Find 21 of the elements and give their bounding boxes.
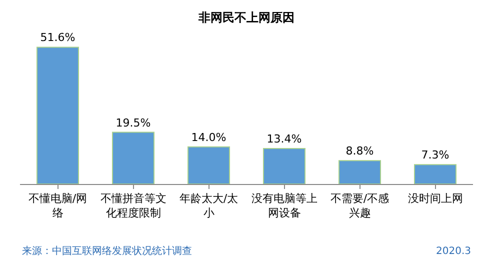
bar [112, 132, 155, 184]
x-tick-label: 年龄太大/太小 [179, 192, 238, 220]
chart-title: 非网民不上网原因 [198, 10, 294, 25]
bar [338, 160, 382, 184]
data-label: 14.0% [191, 130, 226, 144]
bar [187, 146, 230, 184]
x-tick-label: 不懂电脑/网络 [28, 192, 88, 220]
x-tick-label: 不懂拼音等文化程度限制 [100, 192, 166, 220]
data-label: 7.3% [421, 148, 450, 162]
bar [262, 148, 306, 184]
bar [414, 164, 457, 184]
bar [36, 46, 80, 184]
source-note: 来源：中国互联网络发展状况统计调查 [22, 245, 192, 257]
x-tick-label: 不需要/不感兴趣 [330, 192, 390, 220]
x-tick-label: 没有电脑等上网设备 [251, 192, 318, 220]
x-tick-label: 没时间上网 [408, 192, 463, 206]
data-label: 19.5% [116, 116, 151, 130]
data-label: 13.4% [266, 132, 302, 146]
data-label: 51.6% [40, 31, 76, 44]
text: 2020.3 [436, 246, 471, 257]
data-label: 8.8% [346, 144, 374, 158]
